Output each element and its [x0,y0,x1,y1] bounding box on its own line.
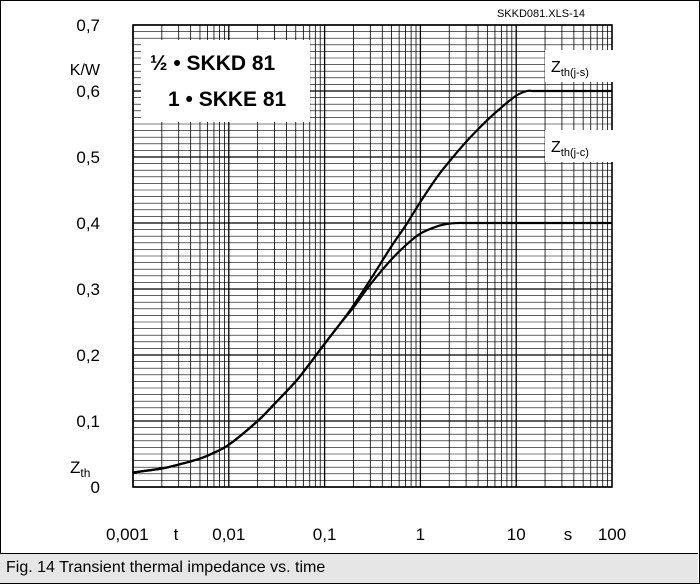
y-axis-label-main: Z [70,458,80,477]
y-axis-unit: K/W [70,62,101,79]
legend-line-1: ½ • SKKD 81 [150,52,276,75]
reference-code: SKKD081.XLS-14 [497,8,585,20]
series-label-j-c-sub: th(j-c) [561,147,589,159]
x-tick-label: 0,001 [106,525,149,544]
thermal-impedance-chart: SKKD081.XLS-14 K/W Zth t s 0,001 0,01 0,1 1… [70,8,626,544]
caption-bar: Fig. 14 Transient thermal impedance vs. … [0,553,698,583]
x-tick-label: 10 [507,525,526,544]
x-axis-label: t [174,525,179,544]
series-label-box-j-s [545,50,615,82]
legend-box [141,40,310,122]
x-axis-unit: s [564,525,573,544]
y-tick-label: 0 [91,478,100,497]
series-label-j-s-main: Z [551,59,561,76]
x-tick-label: 0,01 [212,525,245,544]
plot-border [132,24,613,488]
figure-caption: Fig. 14 Transient thermal impedance vs. … [6,559,326,576]
series-line-zth-j-c [132,221,612,474]
y-tick-label: 0,4 [76,214,100,233]
series-label-j-s: Zth(j-s) [551,59,589,79]
annotations: ½ • SKKD 81 1 • SKKE 81 Zth(j-s) Zth(j-c… [141,40,615,162]
axes: SKKD081.XLS-14 K/W Zth t s 0,001 0,01 0,1 1… [70,8,626,544]
y-tick-label: 0,5 [76,148,100,167]
x-tick-label: 100 [598,525,626,544]
legend-line-2: 1 • SKKE 81 [168,88,287,111]
series-label-j-c: Zth(j-c) [551,139,589,159]
x-tick-label: 1 [416,525,425,544]
y-tick-label: 0,2 [76,346,100,365]
series-label-j-c-main: Z [551,139,561,156]
y-axis-label-sub: th [80,466,90,480]
y-axis-label: Zth [70,458,90,480]
series-layer [132,89,613,474]
y-tick-label: 0,7 [76,16,100,35]
series-label-box-j-c [545,130,615,162]
y-tick-label: 0,1 [76,412,100,431]
series-label-j-s-sub: th(j-s) [561,67,589,79]
y-tick-label: 0,3 [76,280,100,299]
y-tick-label: 0,6 [76,82,100,101]
x-tick-label: 0,1 [313,525,337,544]
